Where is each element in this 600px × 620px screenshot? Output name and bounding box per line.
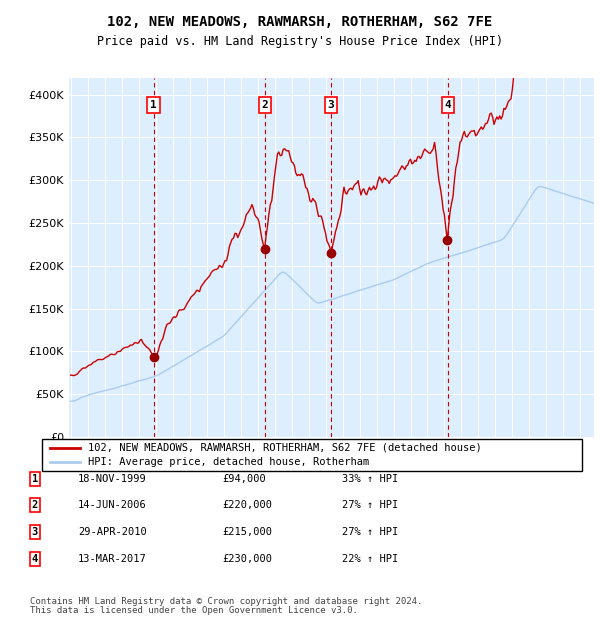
Text: Price paid vs. HM Land Registry's House Price Index (HPI): Price paid vs. HM Land Registry's House … — [97, 35, 503, 48]
Text: 14-JUN-2006: 14-JUN-2006 — [78, 500, 147, 510]
Text: 3: 3 — [32, 527, 38, 537]
Text: 22% ↑ HPI: 22% ↑ HPI — [342, 554, 398, 564]
Text: 27% ↑ HPI: 27% ↑ HPI — [342, 500, 398, 510]
Text: 18-NOV-1999: 18-NOV-1999 — [78, 474, 147, 484]
Text: £215,000: £215,000 — [222, 527, 272, 537]
FancyBboxPatch shape — [42, 439, 582, 471]
Text: 4: 4 — [32, 554, 38, 564]
Text: 3: 3 — [328, 100, 335, 110]
Text: 27% ↑ HPI: 27% ↑ HPI — [342, 527, 398, 537]
Text: 13-MAR-2017: 13-MAR-2017 — [78, 554, 147, 564]
Text: This data is licensed under the Open Government Licence v3.0.: This data is licensed under the Open Gov… — [30, 606, 358, 615]
Text: 33% ↑ HPI: 33% ↑ HPI — [342, 474, 398, 484]
Text: £230,000: £230,000 — [222, 554, 272, 564]
Text: Contains HM Land Registry data © Crown copyright and database right 2024.: Contains HM Land Registry data © Crown c… — [30, 597, 422, 606]
Text: £94,000: £94,000 — [222, 474, 266, 484]
Text: 1: 1 — [150, 100, 157, 110]
Text: 2: 2 — [262, 100, 269, 110]
Text: 102, NEW MEADOWS, RAWMARSH, ROTHERHAM, S62 7FE: 102, NEW MEADOWS, RAWMARSH, ROTHERHAM, S… — [107, 16, 493, 30]
Text: 2: 2 — [32, 500, 38, 510]
Text: HPI: Average price, detached house, Rotherham: HPI: Average price, detached house, Roth… — [88, 458, 369, 467]
Text: 29-APR-2010: 29-APR-2010 — [78, 527, 147, 537]
Text: 4: 4 — [445, 100, 451, 110]
Text: £220,000: £220,000 — [222, 500, 272, 510]
Text: 102, NEW MEADOWS, RAWMARSH, ROTHERHAM, S62 7FE (detached house): 102, NEW MEADOWS, RAWMARSH, ROTHERHAM, S… — [88, 443, 482, 453]
Text: 1: 1 — [32, 474, 38, 484]
